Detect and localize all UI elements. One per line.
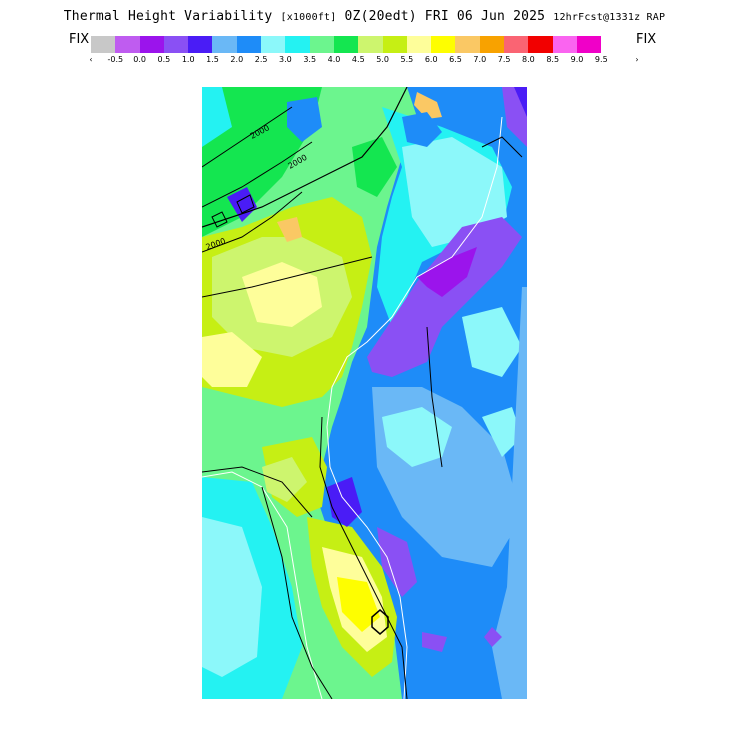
title-run: 12hrFcst@1331z RAP <box>553 12 666 23</box>
legend-tick-label: 9.0 <box>570 55 584 64</box>
coastline <box>326 116 503 699</box>
title-units: [x1000ft] <box>280 12 337 23</box>
legend-swatch <box>236 36 262 53</box>
legend-tick-label: 0.5 <box>157 55 171 64</box>
legend-tick-label: 4.0 <box>327 55 341 64</box>
title-main: Thermal Height Variability <box>63 9 273 24</box>
legend-tick-label: 1.0 <box>181 55 195 64</box>
title-valid-time: 0Z(20edt) FRI 06 Jun 2025 <box>344 9 546 24</box>
legend-tick-label: 0.0 <box>133 55 146 64</box>
state-boundaries <box>202 87 408 228</box>
legend-swatch <box>479 36 505 53</box>
legend-swatch <box>333 36 359 53</box>
legend-swatch <box>91 36 116 53</box>
legend-tick-label: 1.5 <box>206 55 219 64</box>
color-legend-bar <box>91 36 602 53</box>
arrow-left-icon: ‹ <box>89 55 93 64</box>
legend-tick-label: 7.5 <box>497 55 511 64</box>
field-purple-offshore <box>367 217 522 377</box>
contour-lines <box>202 106 293 168</box>
legend-tick-label: -0.5 <box>107 55 124 64</box>
legend-swatch <box>455 36 480 53</box>
legend-tick-label: 3.0 <box>279 55 292 64</box>
legend-tick-label: 6.0 <box>424 55 438 64</box>
legend-tick-label: 7.0 <box>473 55 487 64</box>
thermal-height-map: 2000 2000 2000 <box>202 87 527 699</box>
fix-label-right: FIX <box>636 32 657 47</box>
legend-swatch <box>382 36 407 53</box>
legend-tick-label: 2.5 <box>254 55 268 64</box>
legend-swatch <box>431 36 456 53</box>
legend-swatch <box>309 36 334 53</box>
legend-swatch <box>406 36 432 53</box>
legend-swatch <box>576 36 602 53</box>
legend-tick-label: 5.0 <box>376 55 389 64</box>
legend-swatch <box>504 36 529 53</box>
legend-tick-label: 6.5 <box>449 55 462 64</box>
legend-swatch <box>285 36 310 53</box>
legend-swatch <box>188 36 213 53</box>
legend-tick-label: 9.5 <box>594 55 608 64</box>
legend-swatch <box>528 36 553 53</box>
legend-tick-label: 4.5 <box>351 55 365 64</box>
legend-tick-label: 5.5 <box>400 55 414 64</box>
legend-tick-label: 8.0 <box>522 55 535 64</box>
arrow-right-icon: › <box>635 55 639 64</box>
legend-swatch <box>139 36 164 53</box>
legend-swatch <box>358 36 383 53</box>
legend-swatch <box>163 36 189 53</box>
legend-tick-label: 8.5 <box>546 55 560 64</box>
legend-tick-label: 3.5 <box>303 55 317 64</box>
legend-swatch <box>212 36 237 53</box>
legend-swatch <box>261 36 286 53</box>
legend-swatch <box>115 36 140 53</box>
legend-tick-label: 2.0 <box>230 55 244 64</box>
legend-swatch <box>552 36 577 53</box>
fix-label-left: FIX <box>69 32 90 47</box>
legend-tick-labels: ‹ › -0.5 0.0 0.5 1.0 1.5 2.0 2.5 3.0 3.5 4.0 4.5 5.… <box>0 55 729 67</box>
chart-title: Thermal Height Variability [x1000ft] 0Z(… <box>0 9 729 24</box>
